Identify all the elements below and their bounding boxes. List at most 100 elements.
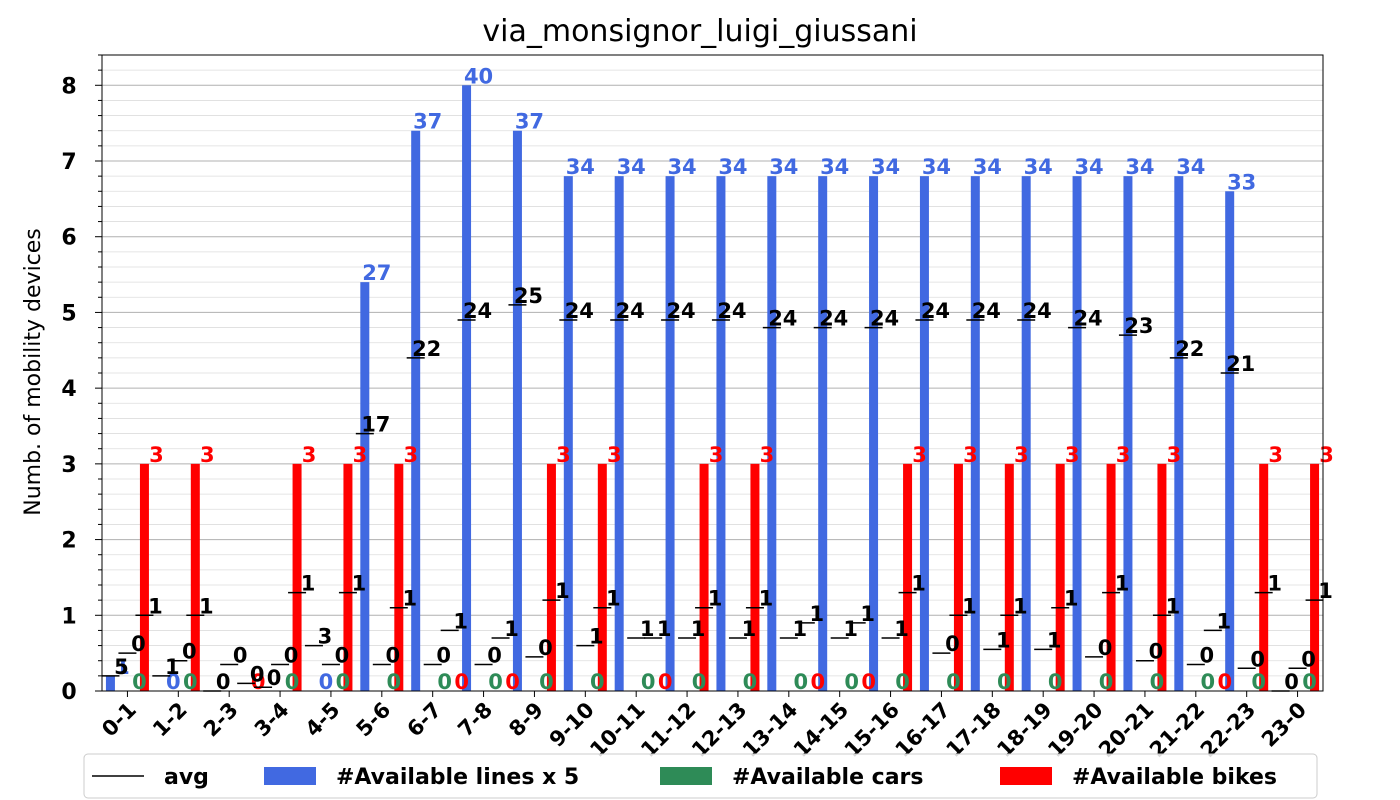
avg-label: 0 xyxy=(182,640,197,664)
data-label: 0 xyxy=(1048,670,1063,694)
data-label: 0 xyxy=(794,670,809,694)
data-label: 34 xyxy=(871,155,900,179)
x-tick-label: 4-5 xyxy=(301,698,345,742)
avg-label: 1 xyxy=(962,594,977,618)
legend-swatch xyxy=(264,767,316,785)
data-label: 0 xyxy=(1251,670,1266,694)
x-tick-label: 10-11 xyxy=(585,698,649,762)
data-label: 0 xyxy=(997,670,1012,694)
bar xyxy=(546,463,556,691)
avg-label: 1 xyxy=(453,609,468,633)
bar xyxy=(1123,176,1133,692)
x-tick-label: 8-9 xyxy=(504,698,548,742)
data-label: 34 xyxy=(922,155,951,179)
y-axis-label: Numb. of mobility devices xyxy=(21,228,46,516)
data-label: 3 xyxy=(607,443,622,467)
data-label: 0 xyxy=(437,670,452,694)
data-label: 3 xyxy=(404,443,419,467)
avg-label: 1 xyxy=(1047,628,1062,652)
bar xyxy=(1106,463,1116,691)
data-label: 34 xyxy=(718,155,747,179)
legend-swatch xyxy=(1000,767,1052,785)
data-label: 3 xyxy=(760,443,775,467)
x-tick-label: 22-23 xyxy=(1196,698,1260,762)
data-label: 0 xyxy=(1302,670,1317,694)
y-tick-label: 1 xyxy=(61,604,76,629)
bar xyxy=(462,85,472,692)
legend: avg #Available lines x 5 #Available cars #A… xyxy=(83,753,1318,799)
data-label: 0 xyxy=(1201,670,1216,694)
bar xyxy=(292,463,302,691)
avg-label: 1 xyxy=(810,602,825,626)
bar xyxy=(970,176,980,692)
grid xyxy=(102,54,1323,692)
data-label: 0 xyxy=(336,670,351,694)
data-label: 34 xyxy=(820,155,849,179)
avg-label: 1 xyxy=(1115,572,1130,596)
avg-label: 5 xyxy=(114,655,129,679)
avg-label: 0 xyxy=(1284,670,1299,694)
data-label: 0 xyxy=(590,670,605,694)
x-tick-label: 14-15 xyxy=(789,698,853,762)
data-label: 3 xyxy=(1319,443,1334,467)
data-label: 0 xyxy=(861,670,876,694)
avg-label: 0 xyxy=(131,632,146,656)
data-label: 0 xyxy=(895,670,910,694)
avg-label: 1 xyxy=(403,587,418,611)
avg-label: 24 xyxy=(1073,307,1102,331)
avg-label: 24 xyxy=(870,307,899,331)
data-label: 3 xyxy=(963,443,978,467)
avg-label: 1 xyxy=(657,617,672,641)
avg-label: 24 xyxy=(717,299,746,323)
data-label: 0 xyxy=(387,670,402,694)
data-label: 0 xyxy=(539,670,554,694)
avg-label: 0 xyxy=(538,636,553,660)
data-label: 37 xyxy=(413,110,442,134)
data-label: 27 xyxy=(362,261,391,285)
data-label: 3 xyxy=(1268,443,1283,467)
x-tick-label: 21-22 xyxy=(1145,698,1209,762)
data-label: 34 xyxy=(973,155,1002,179)
avg-label: 1 xyxy=(691,617,706,641)
avg-label: 1 xyxy=(148,594,163,618)
x-tick-label: 12-13 xyxy=(687,698,751,762)
avg-label: 24 xyxy=(666,299,695,323)
data-label: 34 xyxy=(566,155,595,179)
bars xyxy=(105,85,1320,692)
data-label: 0 xyxy=(692,670,707,694)
bar xyxy=(1004,463,1014,691)
data-label: 0 xyxy=(454,670,469,694)
avg-label: 1 xyxy=(759,587,774,611)
bar xyxy=(953,463,963,691)
x-tick-label: 15-16 xyxy=(840,698,904,762)
avg-label: 1 xyxy=(504,617,519,641)
legend-swatch xyxy=(660,767,712,785)
data-label: 0 xyxy=(251,670,266,694)
avg-label: 1 xyxy=(1267,572,1282,596)
avg-label: 0 xyxy=(1149,640,1164,664)
avg-label: 22 xyxy=(1175,337,1204,361)
data-label: 3 xyxy=(1167,443,1182,467)
data-label: 3 xyxy=(149,443,164,467)
x-tick-label: 13-14 xyxy=(738,698,802,762)
bar xyxy=(1021,176,1031,692)
legend-label: #Available lines x 5 xyxy=(336,765,579,790)
legend-label: avg xyxy=(164,765,209,790)
data-label: 0 xyxy=(1218,670,1233,694)
avg-label: 1 xyxy=(640,617,655,641)
data-label: 34 xyxy=(1176,155,1205,179)
data-label: 34 xyxy=(1125,155,1154,179)
avg-label: 1 xyxy=(793,617,808,641)
avg-label: 24 xyxy=(565,299,594,323)
bar xyxy=(512,130,522,691)
data-label: 3 xyxy=(1014,443,1029,467)
y-tick-label: 0 xyxy=(61,680,76,705)
data-label: 0 xyxy=(1150,670,1165,694)
avg-label: 1 xyxy=(1166,594,1181,618)
avg-label: 0 xyxy=(436,644,451,668)
avg-label: 1 xyxy=(894,617,909,641)
avg-label: 24 xyxy=(921,299,950,323)
y-tick-label: 6 xyxy=(61,226,76,251)
bar xyxy=(869,176,879,692)
